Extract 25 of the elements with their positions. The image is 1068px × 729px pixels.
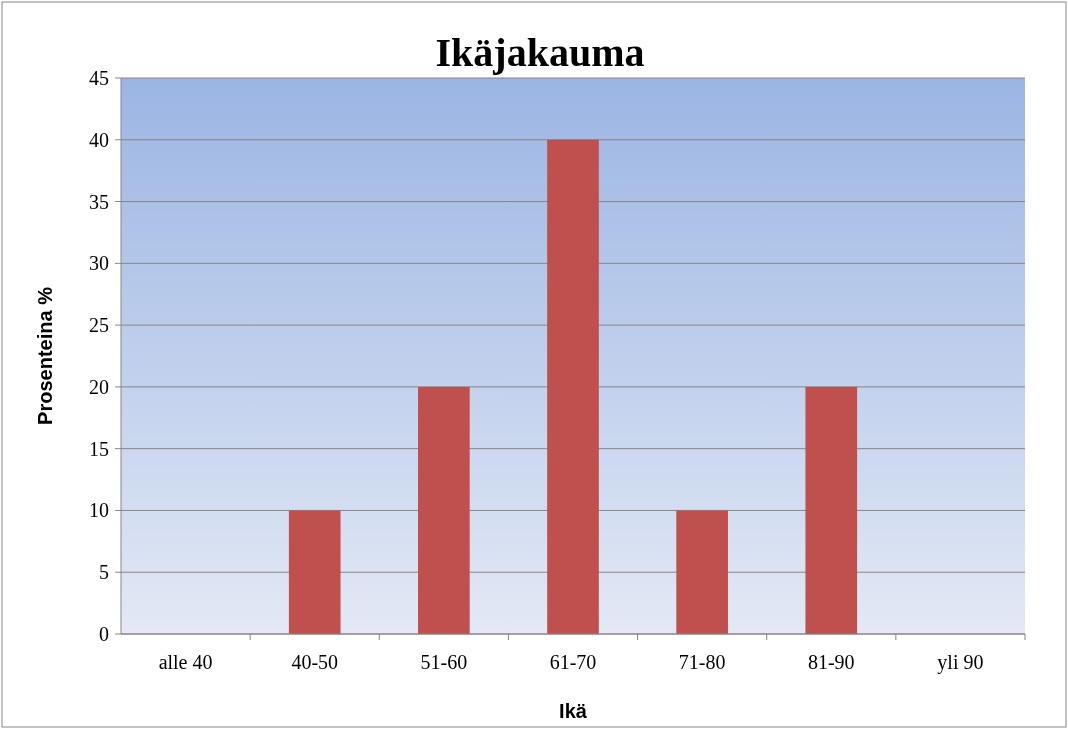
bar	[288, 510, 341, 634]
bar	[805, 386, 858, 634]
y-tick-label: 10	[89, 499, 109, 522]
y-tick-label: 0	[99, 623, 109, 645]
y-tick-label: 5	[99, 561, 109, 584]
bar	[547, 139, 599, 634]
x-axis-title: Ikä	[559, 700, 588, 722]
y-tick-label: 25	[89, 314, 109, 337]
bar	[676, 510, 728, 634]
y-tick-label: 20	[89, 375, 109, 398]
x-tick-label: yli 90	[937, 651, 984, 674]
y-tick-label: 35	[89, 190, 109, 213]
bar	[418, 386, 470, 634]
y-axis-title: Prosenteina %	[34, 286, 56, 425]
y-tick-label: 15	[89, 437, 109, 460]
x-tick-label: 40-50	[291, 651, 339, 673]
chart-title: Ikäjakauma	[435, 30, 645, 75]
x-tick-label: 51-60	[420, 651, 468, 673]
y-tick-label: 45	[89, 67, 109, 89]
x-tick-label: 81-90	[807, 651, 855, 673]
y-tick-label: 40	[89, 128, 109, 151]
x-tick-label: 61-70	[549, 651, 597, 673]
x-tick-label: 71-80	[678, 651, 726, 673]
x-tick-label: alle 40	[158, 651, 213, 673]
y-tick-label: 30	[89, 252, 109, 275]
